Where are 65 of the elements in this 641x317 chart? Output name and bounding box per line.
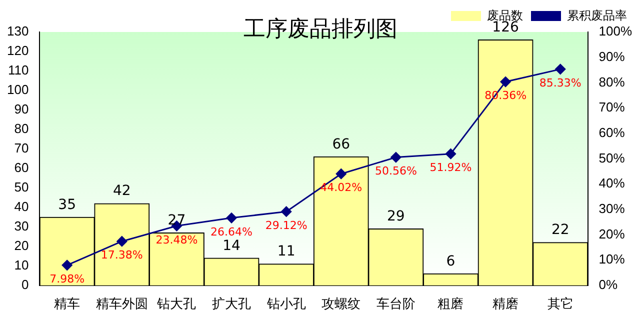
- point: [116, 236, 128, 247]
- y-tick-label: 30: [14, 218, 29, 234]
- x-tick-label: 其它: [547, 296, 574, 311]
- point: [445, 148, 456, 160]
- x-tick-label: 粗磨: [438, 296, 464, 311]
- y2-tick-label: 30%: [598, 200, 626, 216]
- y-tick-label: 40: [14, 199, 29, 214]
- y-tick-label: 70: [14, 140, 29, 156]
- data-label: 42: [112, 183, 131, 200]
- y2-tick-label: 90%: [598, 48, 626, 64]
- y2-tick-label: 80%: [598, 74, 626, 90]
- chart-title: 工序废品排列图: [244, 17, 398, 42]
- data-label: 26.64%: [210, 225, 252, 238]
- y-tick-label: 20: [14, 238, 29, 253]
- y-tick-label: 130: [6, 24, 29, 39]
- point: [281, 206, 292, 217]
- x-tick-label: 攻螺纹: [322, 296, 361, 311]
- x-tick-label: 钻小孔: [266, 296, 306, 311]
- data-label: 85.33%: [539, 76, 582, 90]
- data-label: 23.48%: [156, 233, 198, 246]
- y-tick-label: 110: [8, 62, 29, 78]
- y2-tick-label: 100%: [598, 24, 632, 39]
- legend-label: 累积废品率: [567, 8, 627, 22]
- y2-tick-label: 60%: [598, 124, 626, 140]
- x-tick-label: 精车: [54, 296, 80, 311]
- y2-tick-label: 20%: [598, 226, 626, 242]
- point: [555, 64, 566, 74]
- data-label: 50.56%: [374, 164, 417, 178]
- point: [226, 212, 237, 224]
- y-tick-label: 120: [6, 43, 29, 58]
- data-label: 27: [168, 212, 186, 228]
- data-label: 14: [222, 238, 241, 254]
- y-tick-label: 0: [21, 276, 29, 292]
- x-tick-label: 精磨: [492, 296, 519, 311]
- point: [336, 168, 346, 180]
- y-tick-label: 80: [14, 121, 29, 136]
- data-label: 29: [387, 208, 405, 225]
- y2-tick-label: 40%: [598, 176, 626, 191]
- y-tick-label: 100: [6, 82, 29, 98]
- data-label: 51.92%: [430, 161, 472, 174]
- y2-tick-label: 70%: [598, 100, 626, 115]
- y2-tick-label: 10%: [598, 252, 626, 267]
- y2-tick-label: 0%: [598, 276, 618, 292]
- data-label: 17.38%: [100, 248, 143, 262]
- y2-tick-label: 50%: [598, 150, 626, 166]
- x-tick-label: 钻大孔: [156, 296, 196, 311]
- x-tick-label: 精车外圆: [96, 296, 148, 311]
- data-label: 29.12%: [265, 218, 308, 232]
- data-label: 35: [58, 196, 76, 213]
- legend-label: 废品数: [487, 8, 523, 22]
- point: [62, 260, 72, 270]
- data-label: 22: [551, 222, 570, 238]
- data-label: 44.02%: [320, 181, 362, 194]
- data-label: 66: [332, 136, 350, 152]
- y-tick-label: 90: [14, 102, 29, 117]
- y-tick-label: 10: [14, 257, 29, 272]
- data-label: 7.98%: [50, 272, 85, 286]
- data-label: 11: [277, 244, 296, 260]
- y-tick-label: 50: [14, 180, 29, 195]
- data-label: 6: [446, 253, 456, 270]
- x-tick-label: 扩大孔: [212, 296, 252, 311]
- x-tick-label: 车台阶: [376, 296, 416, 311]
- point: [500, 76, 511, 88]
- point: [390, 152, 402, 163]
- y-tick-label: 60: [14, 160, 29, 176]
